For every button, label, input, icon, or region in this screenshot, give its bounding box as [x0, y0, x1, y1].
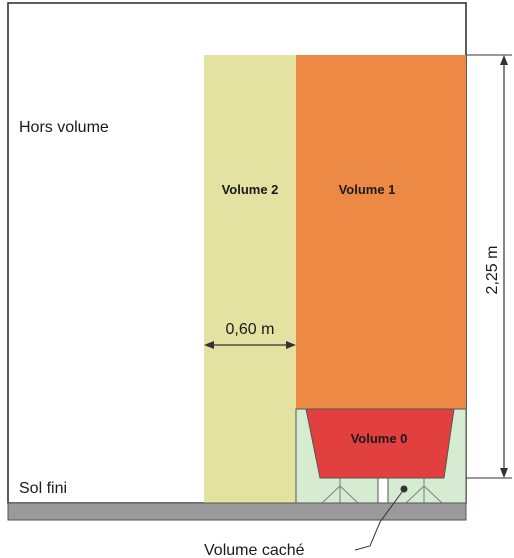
tub-supports — [321, 478, 443, 504]
bathtub-outline — [305, 408, 455, 479]
width-dimension-label: 0,60 m — [226, 321, 275, 338]
hors-volume-label: Hors volume — [19, 119, 109, 136]
width-dimension-line — [204, 341, 296, 349]
volume-cache-leader — [354, 491, 403, 551]
volume-cache-label: Volume caché — [204, 542, 305, 558]
sol-fini-label: Sol fini — [19, 480, 67, 497]
height-dimension-line — [466, 54, 512, 479]
volume-0-label: Volume 0 — [351, 431, 408, 446]
height-dimension-label: 2,25 m — [484, 246, 501, 295]
volume-1-zone — [296, 55, 466, 409]
volume-2-zone — [204, 55, 296, 503]
drain-marker — [400, 485, 408, 493]
volume-2-label: Volume 2 — [222, 182, 279, 197]
volume-1-label: Volume 1 — [339, 182, 396, 197]
volume-0-bathtub — [306, 409, 454, 478]
floor-slab — [7, 502, 467, 521]
drain-pipe — [377, 477, 389, 504]
